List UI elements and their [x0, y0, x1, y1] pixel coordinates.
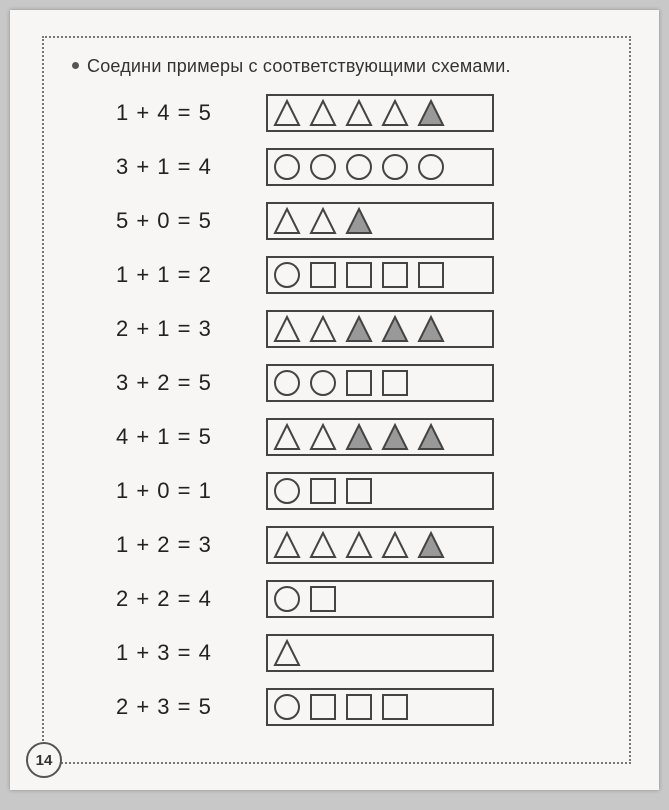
circle-icon: [344, 152, 374, 182]
exercise-row: 4 + 1 = 5: [116, 419, 607, 455]
equation: 1 + 4 = 5: [116, 100, 266, 126]
shape-box: [266, 364, 494, 402]
shape-box: [266, 688, 494, 726]
square-icon: [308, 692, 338, 722]
triangle-icon: [344, 206, 374, 236]
exercise-row: 1 + 2 = 3: [116, 527, 607, 563]
square-icon: [344, 692, 374, 722]
triangle-icon: [308, 422, 338, 452]
circle-icon: [416, 152, 446, 182]
shape-box: [266, 580, 494, 618]
page-number-value: 14: [36, 752, 53, 769]
shape-box: [266, 634, 494, 672]
triangle-icon: [416, 422, 446, 452]
triangle-icon: [380, 98, 410, 128]
square-icon: [344, 368, 374, 398]
triangle-icon: [308, 98, 338, 128]
square-icon: [380, 368, 410, 398]
shape-box: [266, 310, 494, 348]
triangle-icon: [344, 422, 374, 452]
exercise-row: 3 + 1 = 4: [116, 149, 607, 185]
equation: 1 + 2 = 3: [116, 532, 266, 558]
equation: 2 + 1 = 3: [116, 316, 266, 342]
triangle-icon: [380, 422, 410, 452]
square-icon: [416, 260, 446, 290]
task-title: Соедини примеры с соответствующими схема…: [72, 56, 607, 77]
equation: 2 + 2 = 4: [116, 586, 266, 612]
triangle-icon: [416, 98, 446, 128]
exercise-row: 1 + 0 = 1: [116, 473, 607, 509]
shape-box: [266, 418, 494, 456]
circle-icon: [272, 368, 302, 398]
worksheet-page: Соедини примеры с соответствующими схема…: [10, 10, 659, 790]
circle-icon: [272, 152, 302, 182]
bullet-icon: [72, 62, 79, 69]
triangle-icon: [272, 98, 302, 128]
circle-icon: [308, 152, 338, 182]
shape-box: [266, 148, 494, 186]
exercise-row: 1 + 3 = 4: [116, 635, 607, 671]
triangle-icon: [272, 206, 302, 236]
triangle-icon: [272, 638, 302, 668]
triangle-icon: [344, 314, 374, 344]
square-icon: [380, 260, 410, 290]
circle-icon: [272, 476, 302, 506]
triangle-icon: [380, 314, 410, 344]
triangle-icon: [416, 530, 446, 560]
triangle-icon: [344, 530, 374, 560]
exercise-row: 2 + 3 = 5: [116, 689, 607, 725]
equation: 5 + 0 = 5: [116, 208, 266, 234]
triangle-icon: [272, 314, 302, 344]
equation: 3 + 1 = 4: [116, 154, 266, 180]
shape-box: [266, 526, 494, 564]
shape-box: [266, 94, 494, 132]
circle-icon: [272, 584, 302, 614]
title-text: Соедини примеры с соответствующими схема…: [87, 56, 511, 76]
exercise-row: 5 + 0 = 5: [116, 203, 607, 239]
square-icon: [308, 476, 338, 506]
square-icon: [380, 692, 410, 722]
square-icon: [344, 260, 374, 290]
shape-box: [266, 256, 494, 294]
exercise-row: 2 + 1 = 3: [116, 311, 607, 347]
triangle-icon: [344, 98, 374, 128]
equation: 3 + 2 = 5: [116, 370, 266, 396]
equation: 2 + 3 = 5: [116, 694, 266, 720]
page-number: 14: [26, 742, 62, 778]
exercise-rows: 1 + 4 = 5 3 + 1 = 4 5 + 0 = 5 1 + 1 = 2 2 + …: [116, 95, 607, 725]
circle-icon: [308, 368, 338, 398]
dotted-frame: Соедини примеры с соответствующими схема…: [42, 36, 631, 764]
exercise-row: 1 + 1 = 2: [116, 257, 607, 293]
exercise-row: 1 + 4 = 5: [116, 95, 607, 131]
circle-icon: [380, 152, 410, 182]
shape-box: [266, 472, 494, 510]
square-icon: [344, 476, 374, 506]
equation: 4 + 1 = 5: [116, 424, 266, 450]
circle-icon: [272, 260, 302, 290]
square-icon: [308, 584, 338, 614]
equation: 1 + 3 = 4: [116, 640, 266, 666]
shape-box: [266, 202, 494, 240]
square-icon: [308, 260, 338, 290]
circle-icon: [272, 692, 302, 722]
triangle-icon: [308, 314, 338, 344]
triangle-icon: [272, 422, 302, 452]
triangle-icon: [308, 206, 338, 236]
exercise-row: 2 + 2 = 4: [116, 581, 607, 617]
equation: 1 + 1 = 2: [116, 262, 266, 288]
triangle-icon: [308, 530, 338, 560]
triangle-icon: [272, 530, 302, 560]
exercise-row: 3 + 2 = 5: [116, 365, 607, 401]
equation: 1 + 0 = 1: [116, 478, 266, 504]
triangle-icon: [416, 314, 446, 344]
triangle-icon: [380, 530, 410, 560]
